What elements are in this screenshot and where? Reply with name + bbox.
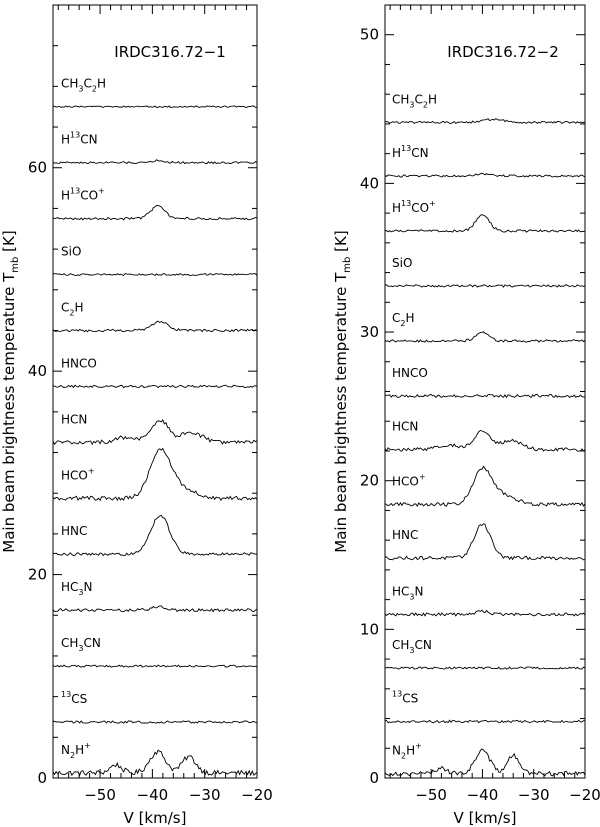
molecule-label: C2H [61,300,84,317]
spectrum-13cs [52,720,258,724]
spectrum-ch3c2h [384,118,586,124]
molecule-label: SiO [61,245,81,259]
spectrum-hc3n [384,609,586,617]
spectrum-hcoplus [52,447,258,502]
y-tick-label: 20 [360,472,379,490]
x-tick-label: −50 [84,786,116,804]
molecule-label: H13CN [61,131,98,147]
molecule-label: N2H+ [392,742,422,761]
plot-frame [384,4,586,779]
spectrum-ch3cn [384,666,586,670]
molecule-label: CH3C2H [61,77,106,94]
y-tick-label: 30 [360,323,379,341]
molecule-label: HNCO [392,366,428,380]
y-tick-label: 0 [369,769,379,787]
spectrum-sio [384,284,586,288]
y-tick-label: 0 [37,769,47,787]
molecule-label: HNC [61,524,87,538]
molecule-label: SiO [392,256,412,270]
molecule-label: CH3CN [61,636,101,653]
molecule-label: N2H+ [61,741,91,760]
x-tick-label: −40 [137,786,169,804]
y-tick-label: 10 [360,620,379,638]
molecule-label: HCN [392,419,418,433]
x-tick-label: −20 [241,786,273,804]
x-axis-label: V [km/s] [124,809,187,827]
molecule-label: HCN [61,412,87,426]
spectrum-ch3c2h [52,105,258,109]
plot-frame [52,4,258,779]
panel-1: −50 −40 −30 −20 0 20 40 60 V [km/s] Main beam bri… [0,4,273,827]
molecule-label: 13CS [392,690,418,706]
molecule-label: HCO+ [392,472,426,488]
spectrum-hnc [384,523,586,561]
x-tick-label: −50 [415,786,447,804]
molecule-label: HC3N [392,584,423,601]
spectrum-hnco [52,384,258,389]
spectrum-h13cn [384,172,586,178]
spectrum-c2h [52,320,258,333]
molecule-label: H13CO+ [61,187,105,203]
spectrum-hnc [53,514,258,557]
spectrum-n2hplus [52,749,258,777]
spectrum-c2h [384,331,586,343]
panel-title: IRDC316.72−2 [447,43,558,61]
spectrum-n2hplus [384,748,586,777]
molecule-label: H13CN [392,144,429,160]
spectrum-13cs [384,719,585,724]
y-axis-label: Main beam brightness temperature Tmb [K] [332,230,353,552]
x-tick-label: −30 [189,786,221,804]
spectrum-hcn [384,430,586,452]
spectrum-h13coplus [384,213,586,233]
y-tick-label: 40 [28,362,47,380]
spectrum-h13coplus [52,205,258,221]
spectrum-ch3cn [52,664,258,668]
molecule-label: H13CO+ [392,199,436,215]
molecule-label: 13CS [61,690,87,706]
molecule-label: HCO+ [61,466,95,482]
x-tick-label: −40 [467,786,499,804]
y-tick-label: 60 [28,159,47,177]
y-tick-label: 20 [28,566,47,584]
x-tick-label: −20 [569,786,600,804]
x-axis-label: V [km/s] [454,809,517,827]
molecule-label: HNCO [61,356,97,370]
y-axis-label: Main beam brightness temperature Tmb [K] [0,230,21,552]
panel-2: −50 −40 −30 −20 0 10 20 30 40 50 V [km/s] Main beam… [332,4,600,827]
spectrum-hnco [384,393,586,399]
spectrum-hcn [52,419,258,446]
molecule-label: HC3N [61,580,92,597]
x-tick-label: −30 [518,786,550,804]
panel-title: IRDC316.72−1 [114,43,225,61]
molecule-label: C2H [392,311,415,328]
y-tick-label: 40 [360,174,379,192]
spectrum-h13cn [52,159,258,165]
molecule-label: HNC [392,528,418,542]
molecule-label: CH3CN [392,638,432,655]
molecule-label: CH3C2H [392,92,437,109]
spectrum-hcoplus [384,465,586,507]
y-tick-label: 50 [360,26,379,44]
spectrum-hc3n [52,605,258,613]
spectrum-sio [52,272,258,277]
